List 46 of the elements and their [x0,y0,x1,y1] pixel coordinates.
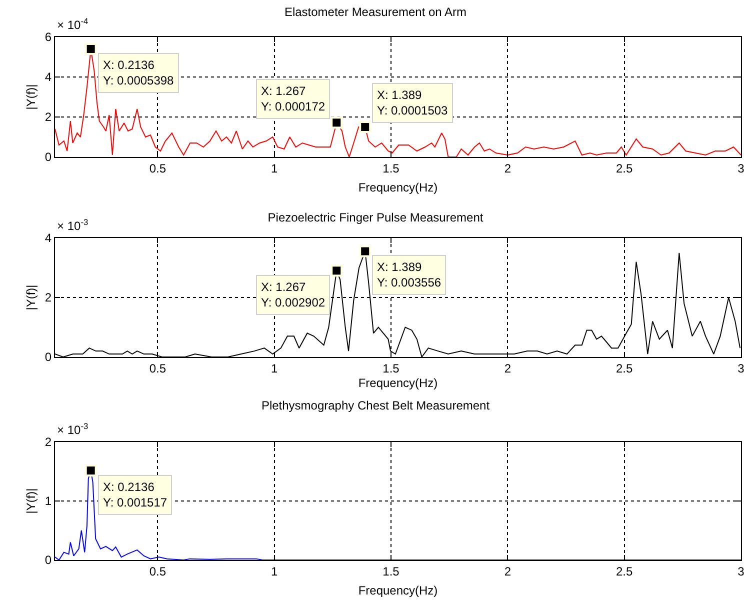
y-tick-label: 0 [44,553,52,568]
chart-title: Plethysmography Chest Belt Measurement [261,398,490,413]
y-tick-label: 2 [44,110,52,124]
y-axis-title: |Y(f)| [24,488,38,514]
x-tick-label: 0.5 [149,161,166,176]
y-tick-label: 2 [44,290,52,305]
x-tick-label: 1 [270,361,278,376]
text: × 10$^{-4}$ [57,16,88,32]
x-tick-label: 0.5 [149,564,166,578]
x-tick-label: 1 [270,564,278,578]
annotation: X: 1.267 Y: 0.002902 [261,280,326,310]
x-tick-label: 2.5 [616,564,633,578]
x-tick-label: 1.5 [382,564,400,578]
x-axis-title: Frequency(Hz) [358,583,438,598]
y-tick-label: 0 [44,350,52,364]
annotation: X: 0.2136 Y: 0.001517 [103,480,168,510]
x-tick-label: 2 [504,361,512,376]
chart-title: Elastometer Measurement on Arm [284,5,467,20]
y-tick-label: 6 [44,30,52,44]
annotation: X: 1.389 Y: 0.0001503 [377,88,448,118]
x-axis-title: Frequency(Hz) [358,376,438,390]
y-tick-label: 4 [44,231,52,246]
x-tick-label: 2 [504,564,512,578]
x-tick-label: 1.5 [382,361,400,376]
y-axis-title: |Y(f)| [24,284,38,310]
x-tick-label: 3 [738,564,745,578]
text: × 10$^{-3}$ [57,217,88,234]
annotation: X: 1.389 Y: 0.003556 [377,260,442,290]
text: × 10$^{-3}$ [57,421,88,438]
annotation: X: 0.2136 Y: 0.0005398 [103,58,174,88]
y-axis-title: |Y(f)| [24,84,38,110]
x-tick-label: 3 [738,161,745,176]
x-tick-label: 2 [504,161,512,176]
x-axis-title: Frequency(Hz) [358,180,438,194]
y-tick-label: 4 [44,70,52,84]
x-tick-label: 3 [738,361,745,376]
y-tick-label: 2 [44,435,52,450]
x-tick-label: 2.5 [616,161,633,176]
x-tick-label: 0.5 [149,361,166,376]
y-tick-label: 1 [44,494,52,508]
chart-title: Piezoelectric Finger Pulse Measurement [268,210,484,224]
x-tick-label: 1 [270,161,278,176]
x-tick-label: 2.5 [616,361,633,376]
annotation: X: 1.267 Y: 0.000172 [261,84,326,114]
x-tick-label: 1.5 [382,161,400,176]
y-tick-label: 0 [44,150,52,164]
